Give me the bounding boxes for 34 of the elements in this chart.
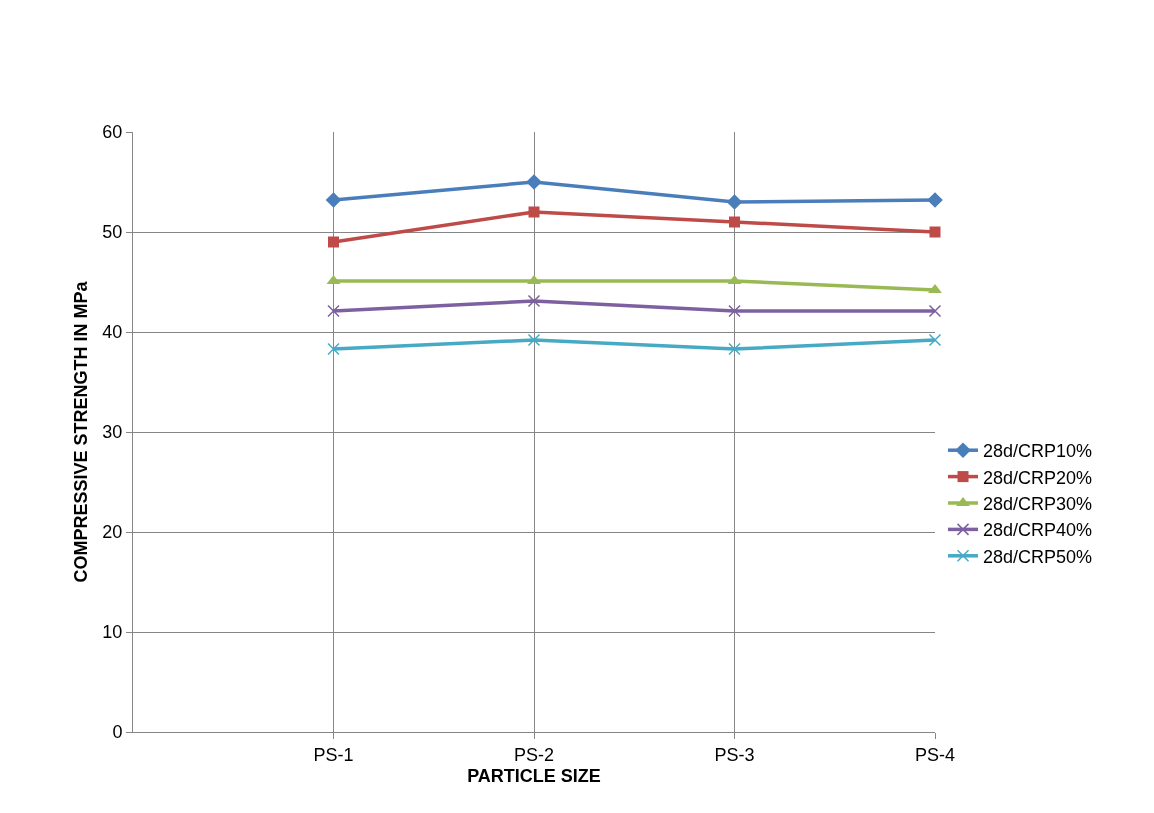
x-tick-label: PS-3 bbox=[714, 744, 755, 765]
y-tick-label: 0 bbox=[112, 722, 123, 743]
point bbox=[526, 174, 542, 190]
y-tick-label: 60 bbox=[102, 122, 123, 143]
legend-label: 28d/CRP10% bbox=[983, 441, 1093, 462]
point bbox=[328, 236, 339, 248]
point bbox=[928, 333, 942, 347]
legend-label: 28d/CRP40% bbox=[983, 520, 1093, 541]
point bbox=[327, 304, 340, 318]
point bbox=[528, 206, 540, 218]
x-tick-label: PS-1 bbox=[313, 744, 354, 765]
legend-label: 28d/CRP30% bbox=[983, 494, 1093, 515]
point bbox=[325, 192, 342, 208]
point bbox=[928, 304, 942, 318]
y-tick-label: 30 bbox=[102, 422, 123, 443]
x-axis-title: PARTICLE SIZE bbox=[467, 765, 601, 786]
point bbox=[527, 333, 541, 347]
y-tick-label: 10 bbox=[102, 622, 123, 643]
point bbox=[929, 226, 941, 238]
point bbox=[728, 342, 741, 356]
legend-label: 28d/CRP20% bbox=[983, 467, 1093, 488]
point bbox=[728, 304, 741, 318]
point bbox=[726, 194, 743, 210]
y-axis-title: COMPRESSIVE STRENGTH IN MPa bbox=[70, 280, 91, 583]
point bbox=[729, 216, 740, 228]
point bbox=[527, 294, 541, 308]
x-tick-label: PS-2 bbox=[513, 744, 555, 765]
point bbox=[927, 192, 943, 208]
y-tick-label: 20 bbox=[102, 522, 123, 543]
legend-label: 28d/CRP50% bbox=[983, 546, 1093, 567]
x-tick-label: PS-4 bbox=[914, 744, 956, 765]
y-tick-label: 40 bbox=[102, 322, 123, 343]
point bbox=[327, 342, 340, 356]
y-tick-label: 50 bbox=[102, 222, 123, 243]
